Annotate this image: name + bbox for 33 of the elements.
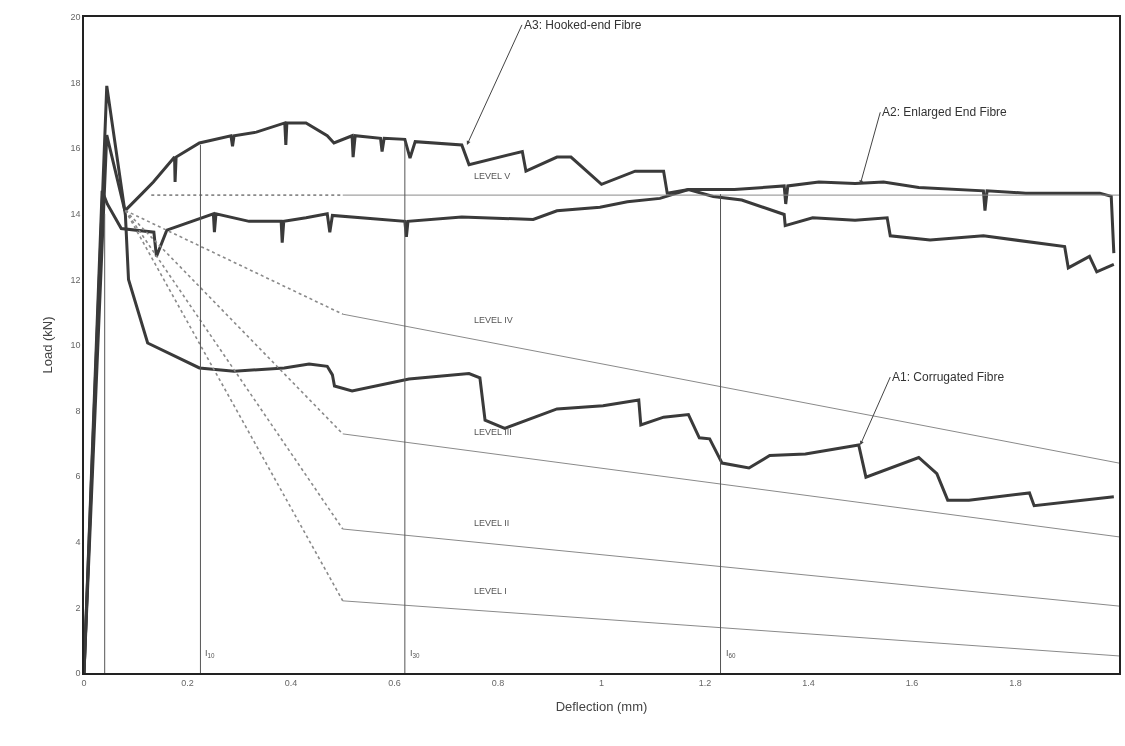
y-tick-label: 0 <box>75 668 81 679</box>
x-axis-title: Deflection (mm) <box>555 698 648 714</box>
y-tick-label: 20 <box>70 12 81 23</box>
annotation: LEVEL IV <box>474 315 513 325</box>
y-tick-label: 10 <box>70 340 81 351</box>
x-tick-label: 0.6 <box>388 677 401 688</box>
y-tick-label: 16 <box>70 143 81 154</box>
y-axis-title: Load (kN) <box>39 316 55 374</box>
annotation: A3: Hooked-end Fibre <box>524 18 642 32</box>
x-tick-label: 1.8 <box>1009 677 1022 688</box>
annotation: LEVEL II <box>474 518 510 528</box>
y-tick-label: 12 <box>70 274 81 285</box>
x-tick-label: 1 <box>598 677 605 688</box>
y-tick-label: 4 <box>75 536 81 547</box>
y-tick-label: 8 <box>75 405 81 416</box>
y-tick-label: 14 <box>70 208 81 219</box>
x-tick-label: 0.8 <box>491 677 505 688</box>
x-tick-label: 1.4 <box>802 677 815 688</box>
x-tick-label: 1.2 <box>698 677 712 688</box>
annotation: LEVEL I <box>474 586 507 596</box>
y-tick-label: 18 <box>70 77 81 88</box>
y-tick-label: 2 <box>75 602 81 613</box>
annotation: I$_{30}$ <box>410 648 421 659</box>
y-tick-label: 6 <box>75 471 81 482</box>
annotation: I$_{10}$ <box>205 648 216 659</box>
x-tick-label: 1.6 <box>905 677 919 688</box>
annotation: LEVEL V <box>474 171 511 181</box>
x-tick-label: 0.2 <box>181 677 194 688</box>
x-tick-label: 0.4 <box>284 677 298 688</box>
annotation: A1: Corrugated Fibre <box>892 370 1005 384</box>
annotation: A2: Enlarged End Fibre <box>882 105 1008 119</box>
annotation: LEVEL III <box>474 427 512 437</box>
annotation: I$_{60}$ <box>726 648 737 659</box>
